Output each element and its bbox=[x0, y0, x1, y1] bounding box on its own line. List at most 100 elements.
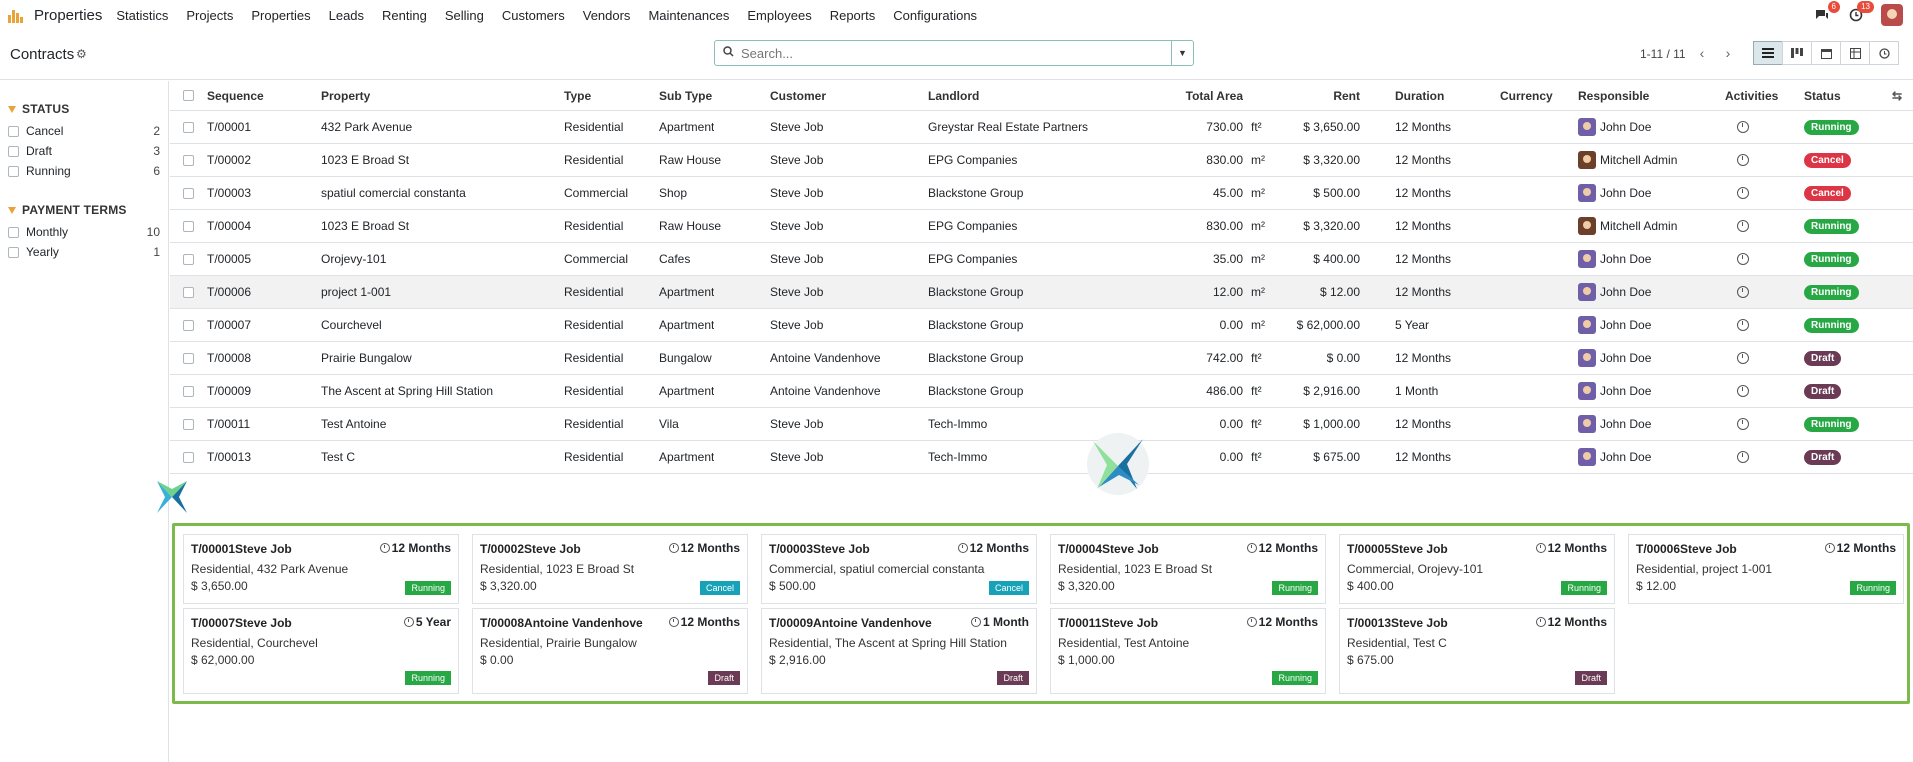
activity-clock-icon[interactable] bbox=[1737, 253, 1749, 265]
row-checkbox[interactable] bbox=[183, 121, 194, 133]
menu-configurations[interactable]: Configurations bbox=[893, 7, 978, 23]
calendar-view-button[interactable] bbox=[1811, 41, 1841, 65]
kanban-card[interactable]: T/00002Steve Job 12 Months Residential, 10… bbox=[472, 534, 748, 604]
header-currency[interactable]: Currency bbox=[1500, 88, 1553, 103]
cell-responsible[interactable]: John Doe bbox=[1578, 375, 1651, 407]
kanban-view-button[interactable] bbox=[1782, 41, 1812, 65]
menu-vendors[interactable]: Vendors bbox=[582, 7, 631, 23]
activity-clock-icon[interactable] bbox=[1737, 451, 1749, 463]
kanban-card[interactable]: T/00003Steve Job 12 Months Commercial, spa… bbox=[761, 534, 1037, 604]
checkbox[interactable] bbox=[8, 125, 19, 137]
table-row[interactable]: T/00005 Orojevy-101 Commercial Cafes Steve J… bbox=[170, 243, 1913, 276]
row-checkbox[interactable] bbox=[183, 286, 194, 298]
menu-maintenances[interactable]: Maintenances bbox=[648, 7, 730, 23]
table-row[interactable]: T/00013 Test C Residential Apartment Steve J… bbox=[170, 441, 1913, 474]
header-status[interactable]: Status bbox=[1804, 88, 1841, 103]
table-row[interactable]: T/00001 432 Park Avenue Residential Apartme… bbox=[170, 111, 1913, 144]
activity-clock-icon[interactable] bbox=[1737, 352, 1749, 364]
filter-terms-monthly[interactable]: Monthly 10 bbox=[8, 225, 160, 239]
user-avatar[interactable] bbox=[1881, 4, 1903, 26]
header-type[interactable]: Type bbox=[564, 88, 592, 103]
menu-customers[interactable]: Customers bbox=[501, 7, 565, 23]
checkbox[interactable] bbox=[8, 165, 19, 177]
kanban-card[interactable]: T/00007Steve Job 5 Year Residential, Courc… bbox=[183, 608, 459, 694]
filter-status-draft[interactable]: Draft 3 bbox=[8, 144, 160, 158]
checkbox[interactable] bbox=[8, 226, 19, 238]
row-checkbox[interactable] bbox=[183, 352, 194, 364]
row-checkbox[interactable] bbox=[183, 385, 194, 397]
kanban-card[interactable]: T/00011Steve Job 12 Months Residential, Te… bbox=[1050, 608, 1326, 694]
pager-next-button[interactable]: › bbox=[1725, 45, 1731, 61]
cell-responsible[interactable]: Mitchell Admin bbox=[1578, 210, 1677, 242]
header-responsible[interactable]: Responsible bbox=[1578, 88, 1650, 103]
row-checkbox[interactable] bbox=[183, 154, 194, 166]
search-input[interactable] bbox=[741, 41, 1171, 65]
menu-employees[interactable]: Employees bbox=[747, 7, 812, 23]
row-checkbox[interactable] bbox=[183, 451, 194, 463]
kanban-card[interactable]: T/00001Steve Job 12 Months Residential, 43… bbox=[183, 534, 459, 604]
kanban-card[interactable]: T/00009Antoine Vandenhove 1 Month Resident… bbox=[761, 608, 1037, 694]
menu-reports[interactable]: Reports bbox=[829, 7, 876, 23]
activity-clock-icon[interactable] bbox=[1737, 121, 1749, 133]
header-customer[interactable]: Customer bbox=[770, 88, 827, 103]
table-row[interactable]: T/00009 The Ascent at Spring Hill Station… bbox=[170, 375, 1913, 408]
menu-statistics[interactable]: Statistics bbox=[116, 7, 169, 23]
search-options-toggle[interactable]: ▼ bbox=[1171, 41, 1193, 65]
kanban-card[interactable]: T/00005Steve Job 12 Months Commercial, Oro… bbox=[1339, 534, 1615, 604]
cell-responsible[interactable]: Mitchell Admin bbox=[1578, 144, 1677, 176]
table-row[interactable]: T/00002 1023 E Broad St Residential Raw Hou… bbox=[170, 144, 1913, 177]
cell-responsible[interactable]: John Doe bbox=[1578, 111, 1651, 143]
pager-previous-button[interactable]: ‹ bbox=[1699, 45, 1705, 61]
messages-icon[interactable]: 6 bbox=[1813, 1, 1840, 24]
header-activities[interactable]: Activities bbox=[1725, 88, 1779, 103]
cell-responsible[interactable]: John Doe bbox=[1578, 243, 1651, 275]
cell-responsible[interactable]: John Doe bbox=[1578, 408, 1651, 440]
menu-leads[interactable]: Leads bbox=[328, 7, 365, 23]
header-sub-type[interactable]: Sub Type bbox=[659, 88, 713, 103]
filter-terms-yearly[interactable]: Yearly 1 bbox=[8, 245, 160, 259]
table-row[interactable]: T/00003 spatiul comercial constanta Commer… bbox=[170, 177, 1913, 210]
menu-selling[interactable]: Selling bbox=[444, 7, 484, 23]
gear-icon[interactable]: ⚙ bbox=[76, 47, 87, 61]
kanban-card[interactable]: T/00013Steve Job 12 Months Residential, Te… bbox=[1339, 608, 1615, 694]
header-duration[interactable]: Duration bbox=[1395, 88, 1445, 103]
table-row[interactable]: T/00008 Prairie Bungalow Residential Bungal… bbox=[170, 342, 1913, 375]
table-row[interactable]: T/00006 project 1-001 Residential Apartment… bbox=[170, 276, 1913, 309]
header-property[interactable]: Property bbox=[321, 88, 371, 103]
row-checkbox[interactable] bbox=[183, 220, 194, 232]
activity-clock-icon[interactable] bbox=[1737, 418, 1749, 430]
filter-status-cancel[interactable]: Cancel 2 bbox=[8, 124, 160, 138]
table-row[interactable]: T/00004 1023 E Broad St Residential Raw Hou… bbox=[170, 210, 1913, 243]
activities-clock-icon[interactable]: 13 bbox=[1847, 1, 1874, 24]
row-checkbox[interactable] bbox=[183, 319, 194, 331]
row-checkbox[interactable] bbox=[183, 418, 194, 430]
cell-responsible[interactable]: John Doe bbox=[1578, 177, 1651, 209]
cell-responsible[interactable]: John Doe bbox=[1578, 342, 1651, 374]
activity-clock-icon[interactable] bbox=[1737, 286, 1749, 298]
select-all-checkbox[interactable] bbox=[183, 90, 194, 101]
row-checkbox[interactable] bbox=[183, 253, 194, 265]
table-row[interactable]: T/00011 Test Antoine Residential Vila Steve … bbox=[170, 408, 1913, 441]
filter-status-running[interactable]: Running 6 bbox=[8, 164, 160, 178]
table-row[interactable]: T/00007 Courchevel Residential Apartment Ste… bbox=[170, 309, 1913, 342]
kanban-card[interactable]: T/00004Steve Job 12 Months Residential, 10… bbox=[1050, 534, 1326, 604]
pager-value[interactable]: 1-11 / 11 bbox=[1640, 47, 1686, 61]
menu-renting[interactable]: Renting bbox=[382, 7, 427, 23]
properties-app-icon[interactable] bbox=[8, 7, 24, 23]
checkbox[interactable] bbox=[8, 246, 19, 258]
menu-properties[interactable]: Properties bbox=[251, 7, 311, 23]
kanban-card[interactable]: T/00008Antoine Vandenhove 12 Months Reside… bbox=[472, 608, 748, 694]
activity-clock-icon[interactable] bbox=[1737, 385, 1749, 397]
optional-columns-icon[interactable]: ⇆ bbox=[1892, 88, 1903, 103]
pivot-view-button[interactable] bbox=[1840, 41, 1870, 65]
activity-clock-icon[interactable] bbox=[1737, 187, 1749, 199]
activity-clock-icon[interactable] bbox=[1737, 220, 1749, 232]
cell-responsible[interactable]: John Doe bbox=[1578, 309, 1651, 341]
page-title[interactable]: Contracts bbox=[10, 46, 75, 63]
list-view-button[interactable] bbox=[1753, 41, 1783, 65]
row-checkbox[interactable] bbox=[183, 187, 194, 199]
cell-responsible[interactable]: John Doe bbox=[1578, 441, 1651, 473]
menu-projects[interactable]: Projects bbox=[186, 7, 234, 23]
header-sequence[interactable]: Sequence bbox=[207, 88, 264, 103]
activity-clock-icon[interactable] bbox=[1737, 154, 1749, 166]
